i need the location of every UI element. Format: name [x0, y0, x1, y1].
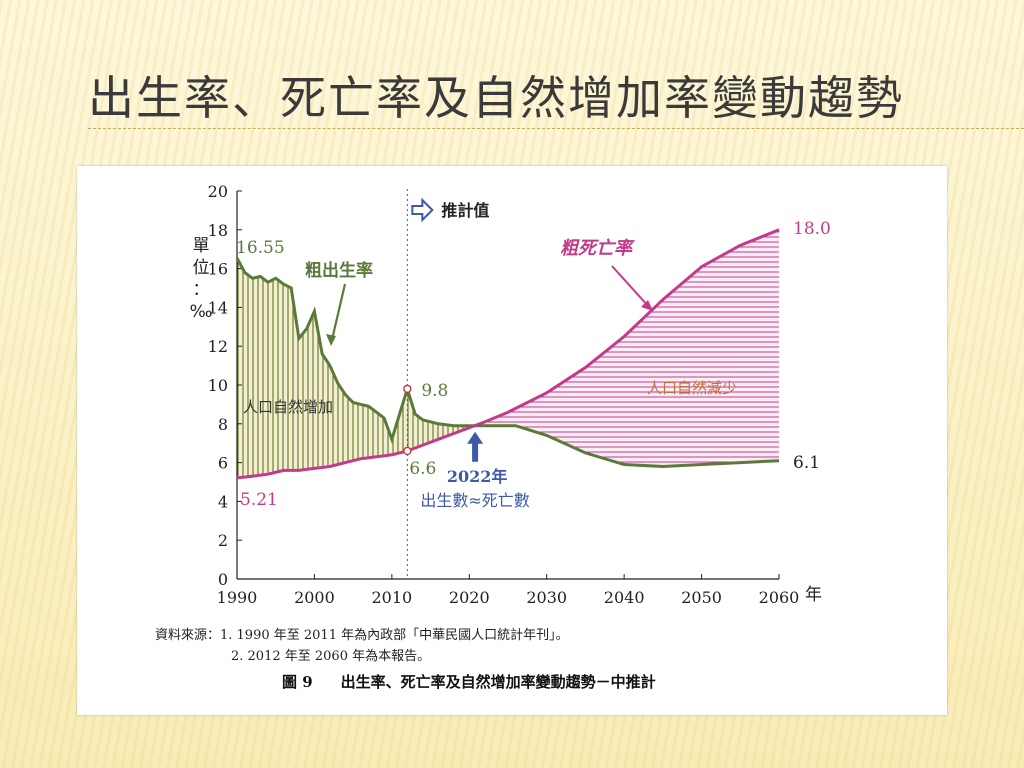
y-tick-label: 14 — [208, 298, 228, 317]
death-label-pointer — [611, 265, 650, 308]
x-axis-title: 年 — [805, 585, 822, 605]
y-tick-label: 18 — [208, 221, 228, 240]
y-tick-label: 2 — [218, 531, 228, 550]
x-tick-label: 1990 — [217, 588, 258, 607]
y-tick-label: 12 — [208, 337, 228, 356]
projection-label: 推計值 — [441, 201, 489, 220]
figure-caption: 圖 9 出生率、死亡率及自然增加率變動趨勢－中推計 — [282, 671, 656, 692]
source-line-1: 資料來源：1. 1990 年至 2011 年為內政部「中華民國人口統計年刊」。 — [155, 628, 569, 643]
x-tick-label: 2020 — [449, 588, 490, 607]
y-tick-label: 16 — [208, 260, 228, 279]
natural-increase-area — [237, 257, 476, 478]
y-tick-label: 4 — [218, 492, 228, 511]
birth-start-value: 16.55 — [236, 238, 285, 258]
x-tick-label: 2010 — [371, 588, 412, 607]
birth-2012-value: 9.8 — [421, 381, 448, 401]
y-axis-title: 單位：‰ — [190, 236, 213, 322]
figure-caption-text: 出生率、死亡率及自然增加率變動趨勢－中推計 — [340, 673, 656, 691]
death-rate-line — [236, 228, 780, 480]
natural-decrease-area — [477, 229, 779, 467]
death-end-value: 18.0 — [793, 219, 831, 239]
slide-title: 出生率、死亡率及自然增加率變動趨勢 — [88, 71, 904, 125]
x-tick-label: 2040 — [604, 588, 645, 607]
x-tick-label: 2050 — [681, 588, 722, 607]
death-series-label: 粗死亡率 — [560, 238, 635, 259]
crossover-arrow-icon — [467, 431, 484, 462]
birth-end-value: 6.1 — [793, 453, 820, 473]
birth-series-label: 粗出生率 — [305, 260, 373, 281]
death-pointer-arrowhead-icon — [641, 300, 653, 311]
birth-death-rate-chart: 0 2 4 6 8 10 12 14 16 18 20 1990 2000 2010 2020 2030 204… — [190, 182, 831, 607]
y-tick-label: 10 — [208, 376, 228, 395]
death-2012-value: 6.6 — [409, 459, 436, 479]
x-tick-label: 2000 — [294, 588, 335, 607]
source-line-2: 2. 2012 年至 2060 年為本報告。 — [231, 649, 431, 664]
crossover-text: 出生數≈死亡數 — [420, 491, 529, 510]
birth-2012-marker — [403, 384, 412, 394]
death-2012-marker — [403, 446, 412, 456]
x-tick-label: 2030 — [526, 588, 567, 607]
y-tick-label: 20 — [208, 182, 228, 201]
projection-arrow-icon — [411, 197, 434, 223]
natural-increase-label: 人口自然增加 — [243, 398, 333, 416]
birth-rate-line — [235, 257, 780, 469]
y-tick-label: 6 — [218, 454, 228, 473]
death-start-value: 5.21 — [240, 490, 278, 510]
y-tick-label: 8 — [218, 415, 228, 434]
figure-number: 圖 9 — [282, 673, 313, 691]
crossover-year: 2022年 — [447, 467, 508, 486]
y-tick-label: 0 — [218, 570, 228, 589]
birth-label-pointer — [329, 283, 347, 345]
title-divider — [88, 128, 1024, 129]
birth-pointer-arrowhead-icon — [326, 334, 336, 346]
scanned-figure: 0 2 4 6 8 10 12 14 16 18 20 1990 2000 2010 2020 2030 204… — [77, 166, 947, 715]
x-tick-label: 2060 — [759, 588, 800, 607]
natural-decrease-label: 人口自然減少 — [647, 379, 737, 397]
